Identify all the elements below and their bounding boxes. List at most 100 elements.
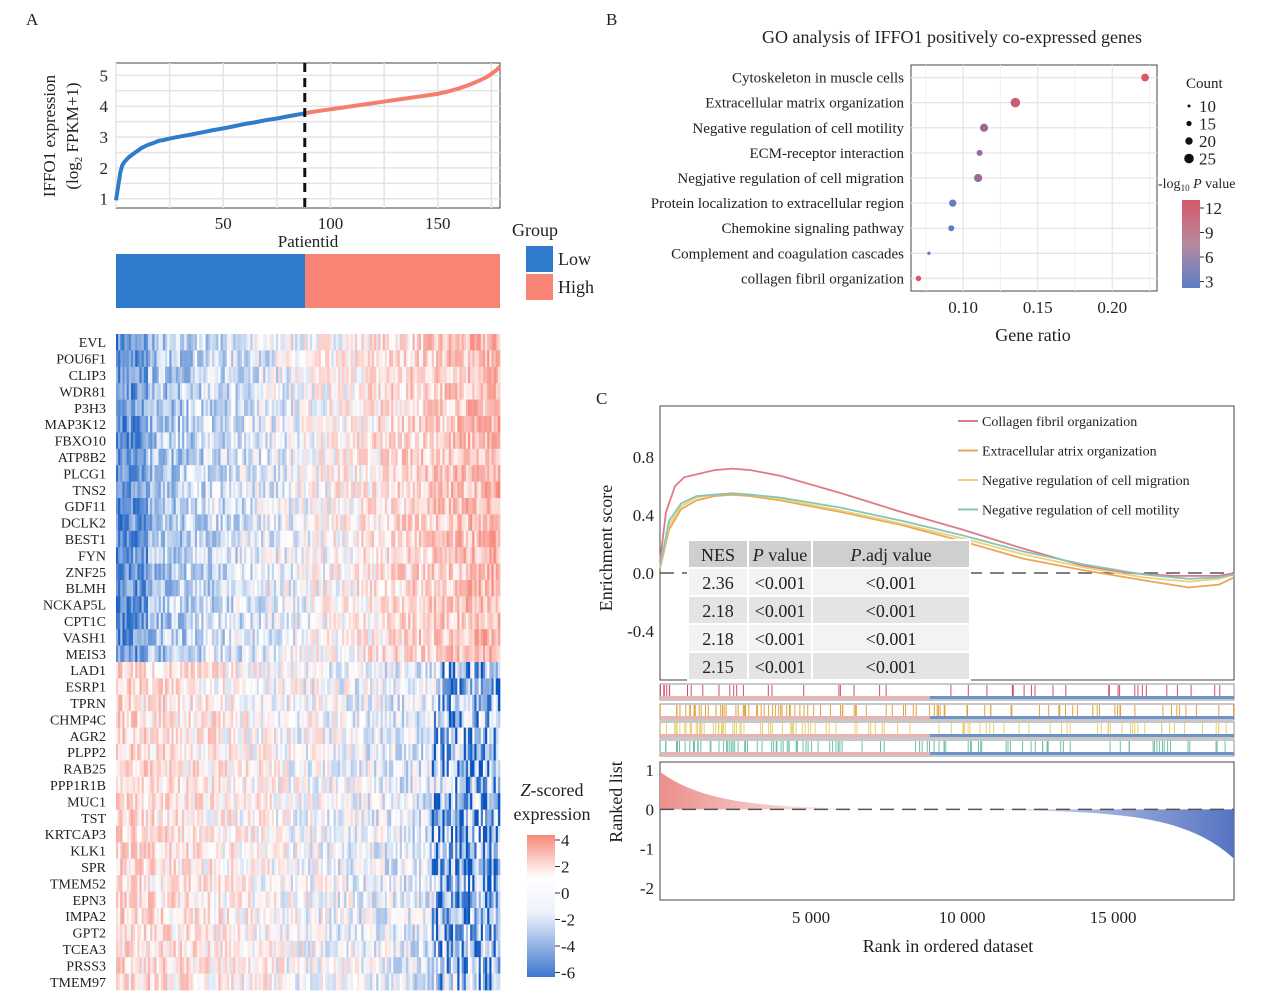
heatmap-cell [493,432,497,450]
heatmap-cell [316,563,320,581]
heatmap-cell [122,416,125,433]
heatmap-cell [393,563,396,581]
heatmap-cell [137,645,140,663]
heatmap-cell [453,498,456,515]
heatmap-cell [433,580,437,597]
heatmap-cell [156,760,160,778]
heatmap-cell [372,645,375,663]
heatmap-cell [148,662,151,679]
heatmap-cell [197,744,200,761]
heatmap-cell [350,334,354,351]
heatmap-cell [299,465,302,482]
heatmap-cell [130,563,134,581]
heatmap-cell [333,629,337,646]
heatmap-cell [482,596,486,614]
heatmap-cell [350,580,354,597]
heatmap-cell [295,727,298,745]
heatmap-cell [408,530,411,548]
heatmap-cell [269,563,273,581]
heatmap-cell [126,366,130,384]
heatmap-cell [412,448,416,466]
heatmap-cell [472,416,475,433]
heatmap-cell [269,366,273,384]
heatmap-cell [374,530,377,548]
heatmap-cell [288,711,292,728]
heatmap-cell [374,547,377,564]
heatmap-cell [463,596,467,614]
heatmap-cell [209,694,213,712]
heatmap-cell [188,612,192,630]
heatmap-cell [212,744,215,761]
heatmap-cell [137,530,140,548]
heatmap-cell [231,465,234,482]
heatmap-cell [218,580,221,597]
heatmap-cell [239,776,243,794]
heatmap-cell [250,596,253,614]
heatmap-cell [472,350,475,368]
heatmap-cell [476,744,480,761]
heatmap-cell [320,481,324,499]
heatmap-cell [160,760,164,778]
heatmap-cell [197,530,200,548]
heatmap-cell [156,399,160,417]
heatmap-cell [340,334,343,351]
heatmap-cell [389,399,392,417]
heatmap-cell [365,481,369,499]
heatmap-cell [116,580,119,597]
heatmap-cell [329,744,332,761]
heatmap-cell [128,645,132,663]
heatmap-cell [160,399,164,417]
heatmap-cell [171,530,174,548]
heatmap-cell [425,596,428,614]
heatmap-cell [431,596,435,614]
heatmap-cell [188,596,192,614]
heatmap-cell [352,416,356,433]
heatmap-cell [246,629,249,646]
heatmap-cell [453,694,456,712]
heatmap-cell [120,563,123,581]
group-legend-low-label: Low [558,249,591,269]
heatmap-cell [265,612,268,630]
heatmap-cell [156,678,160,696]
heatmap-cell [382,580,386,597]
heatmap-cell [241,399,245,417]
heatmap-cell [320,563,324,581]
heatmap-cell [410,760,413,778]
heatmap-cell [239,481,243,499]
heatmap-cell [342,727,345,745]
heatmap-cell [201,465,204,482]
heatmap-cell [335,727,339,745]
heatmap-cell [218,514,221,532]
heatmap-cell [331,612,334,630]
heatmap-cell [148,465,151,482]
heatmap-cell [124,416,128,433]
heatmap-cell [468,580,471,597]
heatmap-cell [207,465,211,482]
heatmap-cell [120,514,123,532]
heatmap-cell [361,432,364,450]
heatmap-cell [197,727,200,745]
heatmap-cell [145,727,149,745]
heatmap-cell [416,514,420,532]
heatmap-cell [220,366,224,384]
heatmap-cell [284,711,288,728]
heatmap-cell [399,645,403,663]
heatmap-cell [167,530,170,548]
heatmap-cell [378,744,381,761]
heatmap-cell [237,547,241,564]
heatmap-cell [322,580,326,597]
heatmap-cell [250,530,253,548]
heatmap-cell [342,514,345,532]
heatmap-cell [201,498,204,515]
heatmap-cell [182,645,185,663]
heatmap-cell [433,530,437,548]
heatmap-cell [316,350,320,368]
heatmap-cell [135,399,138,417]
heatmap-cell [229,727,232,745]
heatmap-cell [188,514,192,532]
heatmap-cell [226,776,230,794]
heatmap-cell [143,694,147,712]
heatmap-cell [190,727,194,745]
heatmap-cell [378,514,381,532]
heatmap-cell [288,645,292,663]
